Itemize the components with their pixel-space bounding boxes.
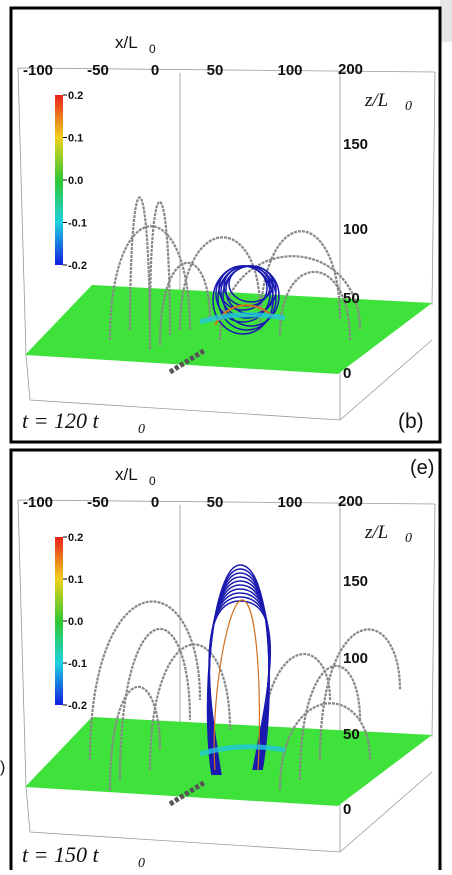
x-tick-label: 0 <box>151 494 159 511</box>
colorbar-label: 0.1 <box>68 574 83 586</box>
x-axis-sub: 0 <box>149 42 156 56</box>
field-line <box>148 200 172 336</box>
colorbar-label: -0.2 <box>68 260 87 272</box>
polarity-patch <box>199 744 286 757</box>
edge-mark: ) <box>0 759 5 776</box>
panel: 0.2 0.1 0.0 -0.1 -0.2 -100 -50 0 50 100 x/L 0 200 150… <box>9 6 442 444</box>
z-tick-label: 0 <box>343 365 351 382</box>
panel-label: (b) <box>398 410 424 433</box>
colorbar <box>55 537 63 705</box>
panel-label: (e) <box>410 457 434 479</box>
z-axis-sub: 0 <box>405 531 412 546</box>
z-tick-label: 0 <box>343 801 351 818</box>
time-sub: 0 <box>138 856 145 870</box>
field-line <box>108 225 192 341</box>
field-line <box>158 261 212 346</box>
x-tick-label: -100 <box>23 62 53 79</box>
flux-rope-core <box>213 599 261 771</box>
z-tick-label: 150 <box>343 573 368 590</box>
x-axis-label: x/L <box>115 465 138 484</box>
time-label: t = 120 t <box>22 408 99 433</box>
field-line <box>148 643 232 771</box>
z-axis-sub: 0 <box>405 99 412 114</box>
z-tick-label: 200 <box>338 493 363 510</box>
x-tick-label: 50 <box>207 62 224 79</box>
x-tick-label: 0 <box>151 62 159 79</box>
time-sub: 0 <box>138 422 145 437</box>
colorbar-label: 0.2 <box>68 90 83 102</box>
x-tick-label: -100 <box>23 494 53 511</box>
tube-stub <box>168 779 207 807</box>
field-line <box>128 196 152 351</box>
field-line <box>88 600 202 761</box>
colorbar-label: -0.1 <box>68 658 87 670</box>
z-tick-label: 200 <box>338 61 363 78</box>
field-line <box>318 628 402 761</box>
colorbar-label: 0.2 <box>68 532 83 544</box>
colorbar-label: 0.1 <box>68 133 83 145</box>
field-line <box>118 627 192 781</box>
strip <box>440 0 452 42</box>
field-line <box>108 685 162 791</box>
time-label: t = 150 t <box>22 842 99 867</box>
photosphere-plane <box>25 717 432 806</box>
tube-stub <box>168 347 207 375</box>
x-axis-sub: 0 <box>149 474 156 488</box>
colorbar <box>55 95 63 265</box>
x-axis-label: x/L <box>115 33 138 52</box>
field-line <box>278 702 372 791</box>
z-tick-label: 150 <box>343 136 368 153</box>
field-line <box>298 664 362 781</box>
polarity-patch <box>199 312 286 325</box>
z-tick-label: 50 <box>343 290 360 307</box>
colorbar-label: -0.2 <box>68 700 87 712</box>
field-line <box>218 255 362 341</box>
field-line <box>258 230 342 331</box>
colorbar-label: -0.1 <box>68 218 87 230</box>
z-tick-label: 100 <box>343 650 368 667</box>
panel: 0.2 0.1 0.0 -0.1 -0.2 -100 -50 0 50 100 x/L 0 200 150… <box>9 448 442 874</box>
x-tick-label: -50 <box>87 494 109 511</box>
z-tick-label: 100 <box>343 221 368 238</box>
z-axis-label: z/L <box>364 522 388 543</box>
z-tick-label: 50 <box>343 726 360 743</box>
colorbar-label: 0.0 <box>68 616 83 628</box>
colorbar-label: 0.0 <box>68 175 83 187</box>
flux-rope-line <box>228 265 274 303</box>
z-axis-label: z/L <box>364 90 388 111</box>
field-line <box>278 270 352 341</box>
box-edge <box>17 67 436 421</box>
x-tick-label: 100 <box>277 62 302 79</box>
x-tick-label: 50 <box>207 494 224 511</box>
panel-frame <box>9 6 442 444</box>
field-line <box>178 236 262 331</box>
x-tick-label: 100 <box>277 494 302 511</box>
x-tick-label: -50 <box>87 62 109 79</box>
